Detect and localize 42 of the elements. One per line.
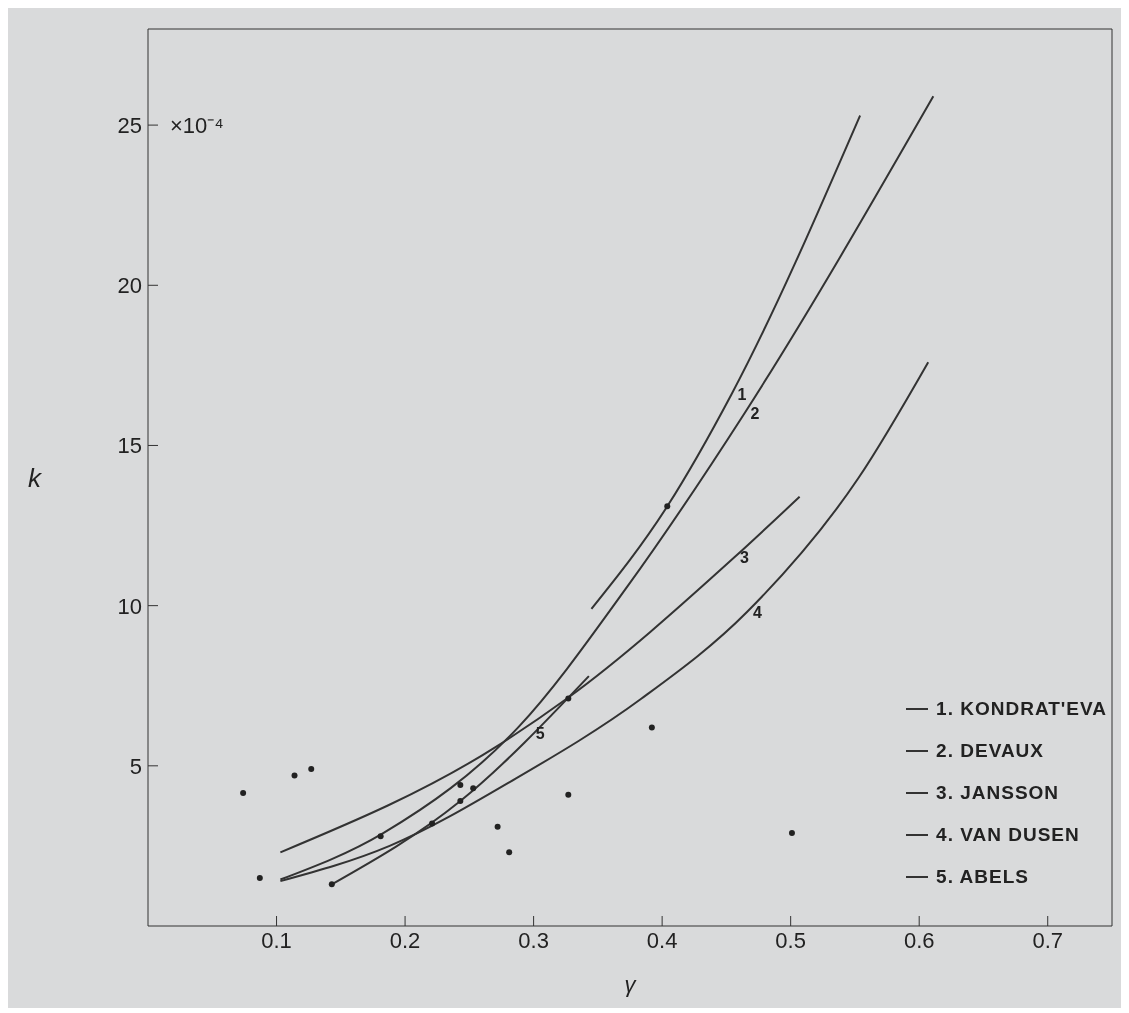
y-tick-label: 20	[117, 273, 142, 299]
x-tick-label: 0.4	[646, 927, 678, 953]
x-tick-label: 0.6	[903, 927, 935, 953]
y-tick-label: 10	[117, 593, 142, 619]
point	[664, 503, 671, 510]
point	[470, 785, 477, 792]
annotation: 5	[535, 725, 545, 743]
legend-label: 1. KONDRAT'EVA	[936, 698, 1107, 720]
annotation: 1	[737, 385, 747, 403]
point	[565, 791, 572, 798]
x-tick-label: 0.1	[261, 927, 292, 953]
annotation: 3	[740, 549, 750, 567]
x-tick-label: 0.2	[389, 927, 421, 953]
x-tick-label: 0.7	[1032, 927, 1064, 953]
point	[240, 790, 247, 797]
point	[429, 820, 436, 827]
point	[377, 833, 384, 840]
y-tick-label: 5	[129, 753, 142, 779]
y-tick-label: 25	[117, 113, 142, 139]
point	[291, 772, 298, 779]
annotation: 4	[752, 603, 762, 621]
y-axis-title: k	[28, 462, 43, 493]
legend-label: 5. ABELS	[936, 866, 1029, 888]
annotation: ×10⁻⁴	[170, 113, 224, 139]
point	[328, 881, 335, 888]
x-axis-title: γ	[624, 972, 638, 997]
legend-label: 4. VAN DUSEN	[936, 824, 1080, 846]
point	[308, 766, 315, 773]
point	[565, 695, 572, 702]
point	[256, 874, 263, 881]
point	[788, 830, 795, 837]
y-tick-label: 15	[117, 433, 142, 459]
point	[648, 724, 655, 731]
legend-label: 3. JANSSON	[936, 782, 1060, 804]
point	[506, 849, 513, 856]
annotation: 2	[750, 405, 760, 423]
x-tick-label: 0.3	[518, 927, 549, 953]
x-tick-label: 0.5	[775, 927, 806, 953]
point	[494, 823, 501, 830]
point	[457, 782, 464, 789]
point	[457, 798, 464, 805]
legend-label: 2. DEVAUX	[936, 740, 1045, 762]
